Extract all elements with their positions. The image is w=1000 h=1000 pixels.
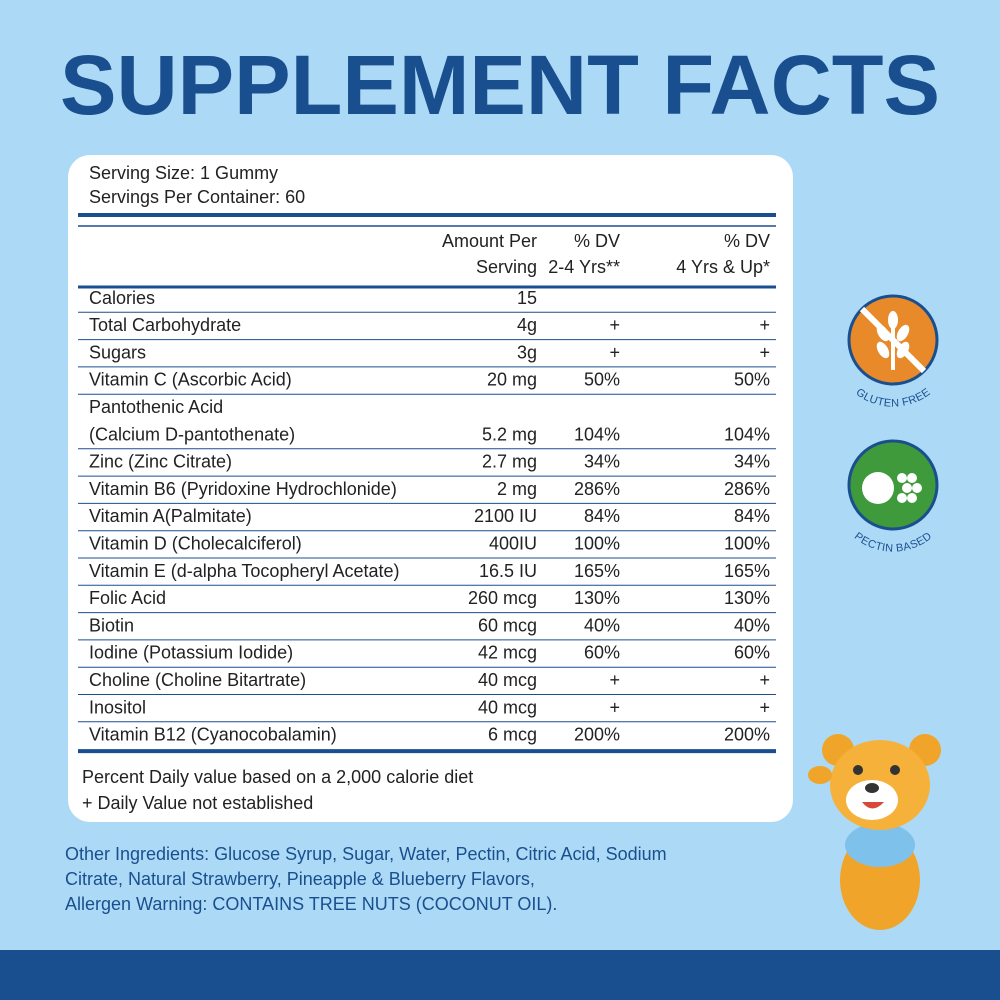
nutrient-value: 286% — [574, 479, 620, 499]
footnote: + Daily Value not established — [82, 793, 313, 813]
facts-panel — [68, 155, 793, 822]
nutrient-name: Biotin — [89, 615, 134, 635]
nutrient-name: Sugars — [89, 342, 146, 362]
nutrient-name: (Calcium D-pantothenate) — [89, 424, 295, 444]
nutrient-value: 40 mcg — [478, 697, 537, 717]
nutrient-value: + — [759, 697, 770, 717]
nutrient-value: 104% — [574, 424, 620, 444]
nutrient-name: Choline (Choline Bitartrate) — [89, 670, 306, 690]
nutrient-name: Pantothenic Acid — [89, 397, 223, 417]
nutrient-value: 4g — [517, 315, 537, 335]
nutrient-name: Iodine (Potassium Iodide) — [89, 643, 293, 663]
nutrient-name: Vitamin B12 (Cyanocobalamin) — [89, 725, 337, 745]
fruit-icon — [862, 472, 922, 504]
nutrient-value: 2100 IU — [474, 506, 537, 526]
nutrient-name: Vitamin A(Palmitate) — [89, 506, 252, 526]
nutrient-value: 42 mcg — [478, 643, 537, 663]
footnote: Percent Daily value based on a 2,000 cal… — [82, 767, 473, 787]
serving-info: Servings Per Container: 60 — [89, 187, 305, 207]
nutrient-value: 40% — [734, 615, 770, 635]
nutrient-value: 60 mcg — [478, 615, 537, 635]
other-ingredients: Citrate, Natural Strawberry, Pineapple &… — [65, 869, 535, 889]
column-header: 4 Yrs & Up* — [676, 257, 770, 277]
nutrient-value: 84% — [584, 506, 620, 526]
nutrient-value: 34% — [584, 452, 620, 472]
nutrient-name: Calories — [89, 288, 155, 308]
nutrient-value: 260 mcg — [468, 588, 537, 608]
nutrient-value: 20 mg — [487, 370, 537, 390]
serving-info: Serving Size: 1 Gummy — [89, 163, 278, 183]
nutrient-value: 200% — [574, 725, 620, 745]
nutrient-value: + — [759, 670, 770, 690]
nutrient-value: + — [609, 670, 620, 690]
strike — [859, 306, 927, 374]
nutrient-value: + — [609, 697, 620, 717]
nutrient-value: 16.5 IU — [479, 561, 537, 581]
column-header: Serving — [476, 257, 537, 277]
nutrient-value: 130% — [724, 588, 770, 608]
nutrient-value: 60% — [584, 643, 620, 663]
nutrient-value: 3g — [517, 342, 537, 362]
nutrient-name: Vitamin C (Ascorbic Acid) — [89, 370, 292, 390]
nutrient-value: 6 mcg — [488, 725, 537, 745]
nutrient-name: Total Carbohydrate — [89, 315, 241, 335]
nutrient-value: + — [609, 315, 620, 335]
column-header: 2-4 Yrs** — [548, 257, 620, 277]
nutrient-value: 400IU — [489, 533, 537, 553]
column-header: % DV — [724, 231, 770, 251]
nutrient-name: Inositol — [89, 697, 146, 717]
nutrient-value: 34% — [734, 452, 770, 472]
column-header: Amount Per — [442, 231, 537, 251]
nutrient-name: Folic Acid — [89, 588, 166, 608]
nutrient-value: 60% — [734, 643, 770, 663]
nutrient-value: 165% — [574, 561, 620, 581]
other-ingredients: Other Ingredients: Glucose Syrup, Sugar,… — [65, 844, 667, 864]
nutrient-value: 130% — [574, 588, 620, 608]
footer-bar — [0, 950, 1000, 1000]
nutrient-value: 200% — [724, 725, 770, 745]
title: SUPPLEMENT FACTS — [60, 38, 940, 132]
nutrient-value: 100% — [574, 533, 620, 553]
nutrient-name: Zinc (Zinc Citrate) — [89, 452, 232, 472]
nutrient-value: 84% — [734, 506, 770, 526]
nutrient-value: + — [759, 342, 770, 362]
nutrient-value: 100% — [724, 533, 770, 553]
nutrient-name: Vitamin B6 (Pyridoxine Hydrochlonide) — [89, 479, 397, 499]
nutrient-value: 5.2 mg — [482, 424, 537, 444]
nutrient-name: Vitamin E (d-alpha Tocopheryl Acetate) — [89, 561, 400, 581]
nutrient-value: + — [609, 342, 620, 362]
nutrient-value: 165% — [724, 561, 770, 581]
nutrient-value: 40 mcg — [478, 670, 537, 690]
nutrient-value: 15 — [517, 288, 537, 308]
nutrient-value: 2.7 mg — [482, 452, 537, 472]
column-header: % DV — [574, 231, 620, 251]
other-ingredients: Allergen Warning: CONTAINS TREE NUTS (CO… — [65, 894, 557, 914]
nutrient-value: + — [759, 315, 770, 335]
nutrient-value: 50% — [584, 370, 620, 390]
nutrient-value: 2 mg — [497, 479, 537, 499]
bear-mascot — [808, 734, 941, 930]
nutrient-name: Vitamin D (Cholecalciferol) — [89, 533, 302, 553]
nutrient-value: 104% — [724, 424, 770, 444]
nutrient-value: 40% — [584, 615, 620, 635]
nutrient-value: 50% — [734, 370, 770, 390]
nutrient-value: 286% — [724, 479, 770, 499]
